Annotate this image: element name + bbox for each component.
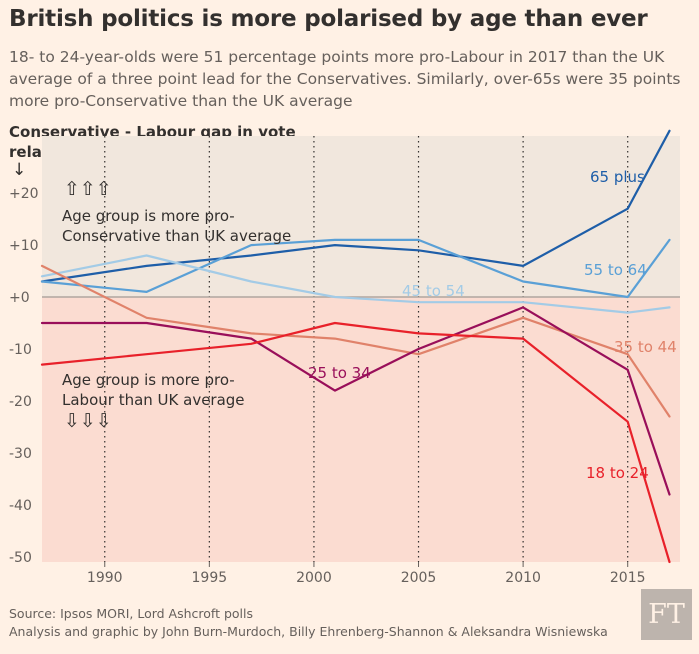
series-line-55-to-64 — [40, 238, 671, 299]
labour-note-line1: Age group is more pro- — [62, 371, 235, 389]
x-tick-label: 1990 — [87, 570, 123, 586]
ft-logo: FT — [641, 589, 692, 640]
conservative-note-line1: Age group is more pro- — [62, 207, 235, 225]
conservative-band — [42, 136, 680, 298]
line-chart: +20 +10 +0 -10 -20 -30 -40 -50 1990 1995 2000 2005… — [9, 129, 680, 586]
y-axis-ticks: +20 +10 +0 -10 -20 -30 -40 -50 — [9, 186, 39, 566]
series-line-35-to-44 — [40, 264, 671, 418]
labour-band — [42, 297, 680, 562]
credit-line: Analysis and graphic by John Burn-Murdoc… — [9, 624, 608, 639]
y-tick-label: +20 — [9, 186, 39, 202]
chart-title: British politics is more polarised by ag… — [9, 6, 648, 32]
x-tick-label: 1995 — [192, 570, 228, 586]
y-tick-label: +10 — [9, 238, 39, 254]
series-line-18-to-24 — [40, 321, 671, 564]
y-tick-label: -30 — [9, 446, 32, 462]
y-tick-label: -20 — [9, 394, 32, 410]
x-tick-label: 2010 — [505, 570, 541, 586]
series-label-25-to-34: 25 to 34 — [308, 364, 371, 382]
chart-subtitle: 18- to 24-year-olds were 51 percentage p… — [9, 48, 681, 110]
up-arrows-icon: ⇧⇧⇧ — [64, 178, 112, 200]
labour-note-line2: Labour than UK average — [62, 391, 245, 409]
x-tick-label: 2000 — [296, 570, 332, 586]
down-arrows-icon: ⇩⇩⇩ — [64, 410, 112, 432]
series-label-35-to-44: 35 to 44 — [614, 338, 677, 356]
series-line-45-to-54 — [40, 254, 671, 314]
series-line-65-plus — [40, 129, 671, 283]
x-tick-label: 2015 — [610, 570, 646, 586]
source-note: Source: Ipsos MORI, Lord Ashcroft polls … — [9, 605, 608, 641]
series-label-65-plus: 65 plus — [590, 168, 645, 186]
series-line-25-to-34 — [40, 306, 671, 496]
down-arrow-icon: ↓ — [12, 160, 27, 180]
y-tick-label: -50 — [9, 550, 32, 566]
x-axis-ticks: 1990 1995 2000 2005 2010 2015 — [87, 562, 646, 586]
y-tick-label: +0 — [9, 290, 30, 306]
series-lines — [40, 129, 671, 564]
y-tick-label: -40 — [9, 498, 32, 514]
conservative-note-line2: Conservative than UK average — [62, 227, 291, 245]
source-line: Source: Ipsos MORI, Lord Ashcroft polls — [9, 606, 254, 621]
series-label-18-to-24: 18 to 24 — [586, 464, 649, 482]
y-tick-label: -10 — [9, 342, 32, 358]
series-label-55-to-64: 55 to 64 — [584, 261, 647, 279]
x-tick-label: 2005 — [401, 570, 437, 586]
series-label-45-to-54: 45 to 54 — [402, 282, 465, 300]
series-labels: 65 plus 55 to 64 45 to 54 35 to 44 25 to 34 1… — [308, 168, 677, 482]
